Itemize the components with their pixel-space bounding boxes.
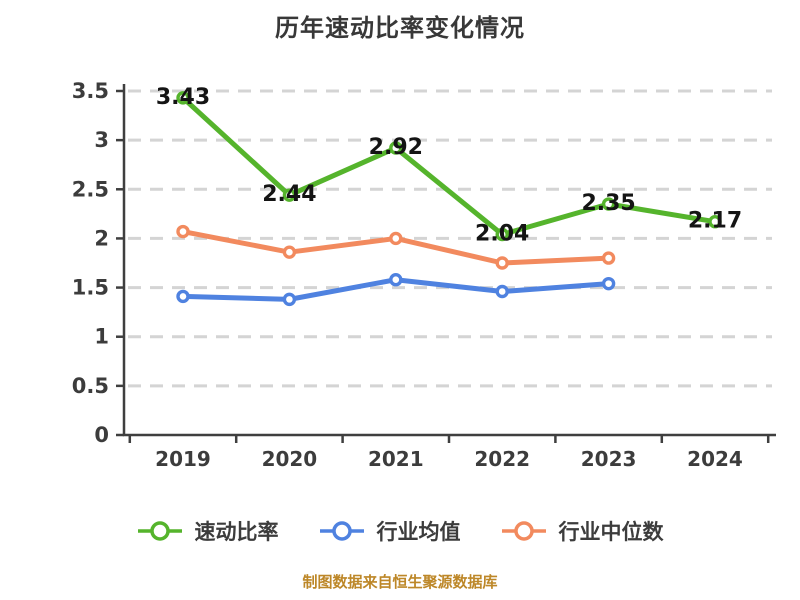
industry-average-line-marker-icon (319, 521, 364, 541)
svg-text:1: 1 (94, 325, 109, 349)
svg-text:2020: 2020 (262, 447, 318, 471)
legend-item-industry-average[interactable]: 行业均值 (319, 516, 461, 546)
chart-title: 历年速动比率变化情况 (275, 14, 525, 42)
svg-text:2.04: 2.04 (475, 221, 529, 246)
legend-label-quick-ratio: 速动比率 (194, 520, 279, 544)
quick-ratio-line-marker-icon (137, 521, 182, 541)
svg-text:2021: 2021 (368, 447, 424, 471)
svg-text:3.43: 3.43 (156, 85, 210, 110)
line-chart-plot-area: 0 0.5 1 1.5 2 2.5 3 3.5 2019 2020 2021 2022 2023 2024… (72, 79, 776, 471)
svg-text:3.5: 3.5 (72, 79, 109, 103)
svg-text:1.5: 1.5 (72, 276, 109, 300)
svg-text:3: 3 (94, 128, 109, 152)
svg-text:2022: 2022 (474, 447, 530, 471)
legend-item-quick-ratio[interactable]: 速动比率 (137, 516, 279, 546)
data-source-caption: 制图数据来自恒生聚源数据库 (302, 573, 498, 591)
svg-text:2: 2 (94, 226, 109, 250)
svg-text:2019: 2019 (155, 447, 211, 471)
industry-median-line-marker-icon (501, 521, 546, 541)
svg-text:2.17: 2.17 (688, 209, 742, 234)
svg-text:2.5: 2.5 (72, 177, 109, 201)
svg-text:2.44: 2.44 (262, 182, 316, 207)
legend-label-industry-average: 行业均值 (376, 520, 461, 544)
svg-text:2.35: 2.35 (581, 191, 635, 216)
svg-text:2023: 2023 (581, 447, 637, 471)
svg-text:0.5: 0.5 (72, 374, 109, 398)
svg-text:0: 0 (94, 423, 109, 447)
legend-item-industry-median[interactable]: 行业中位数 (501, 516, 664, 546)
svg-text:2.92: 2.92 (369, 135, 423, 160)
legend-label-industry-median: 行业中位数 (558, 520, 664, 544)
svg-text:2024: 2024 (687, 447, 743, 471)
chart-legend: 速动比率 行业均值 行业中位数 (0, 516, 800, 546)
